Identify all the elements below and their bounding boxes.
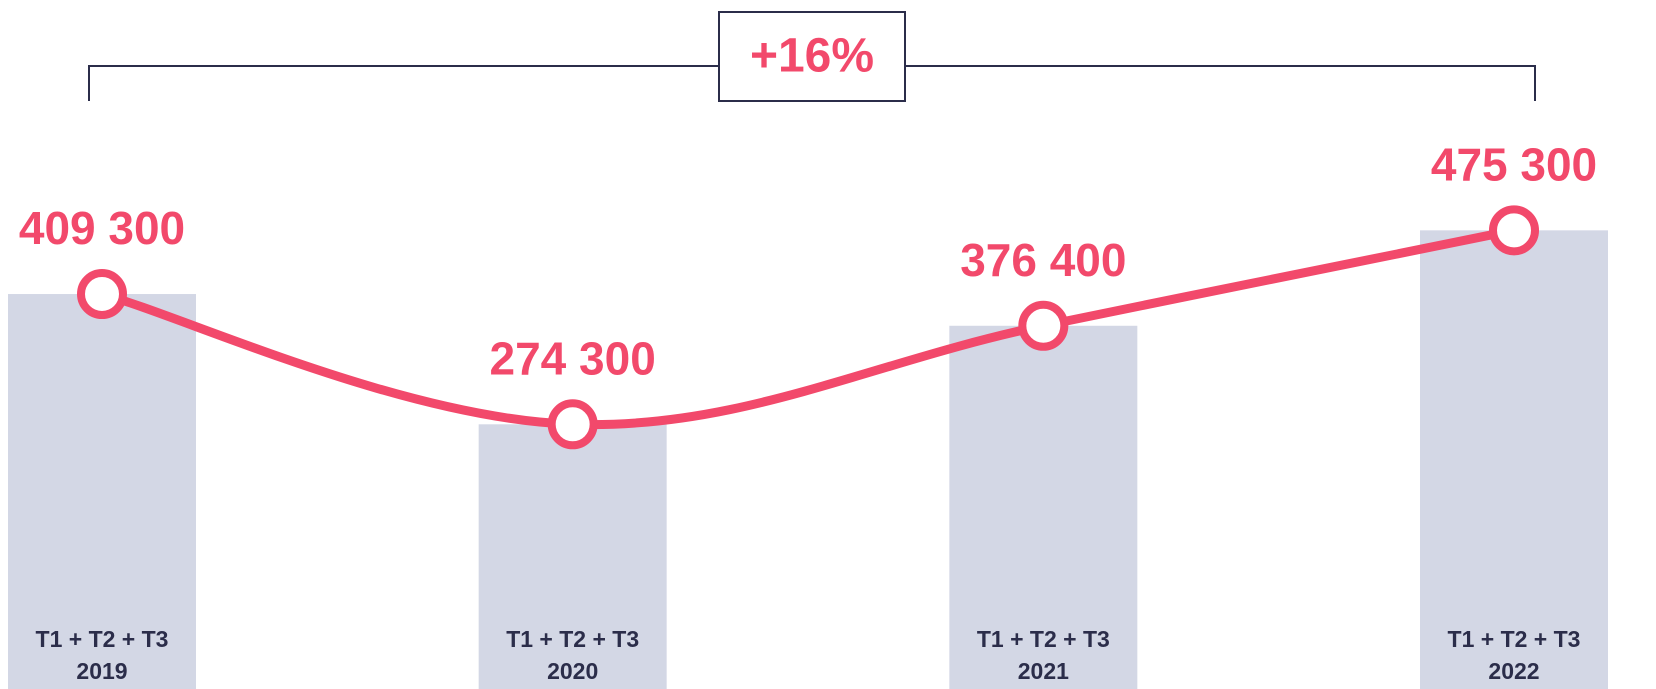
annotation-box xyxy=(718,11,906,102)
x-tick-label: 2020 xyxy=(547,658,598,684)
change-bracket: +16% xyxy=(88,11,1536,102)
x-tick-label: T1 + T2 + T3 xyxy=(506,626,639,652)
bar xyxy=(1420,230,1608,689)
x-tick-label: T1 + T2 + T3 xyxy=(1448,626,1581,652)
point xyxy=(1489,205,1539,256)
x-tick-label: 2022 xyxy=(1488,658,1539,684)
x-tick-label: 2021 xyxy=(1018,658,1069,684)
value-label: 274 300 xyxy=(490,332,656,384)
value-label: 475 300 xyxy=(1431,138,1597,190)
value-label: 409 300 xyxy=(19,202,185,254)
x-tick-label: T1 + T2 + T3 xyxy=(36,626,169,652)
bar xyxy=(8,294,196,689)
bar xyxy=(949,325,1138,689)
value-label: 376 400 xyxy=(960,234,1126,286)
line xyxy=(97,225,1519,430)
point xyxy=(1018,300,1069,351)
point xyxy=(547,399,598,450)
x-tick-label: 2019 xyxy=(76,658,127,684)
x-tick-label: T1 + T2 + T3 xyxy=(977,626,1110,652)
bar xyxy=(478,424,667,689)
annotation: +16% xyxy=(750,30,874,83)
point xyxy=(77,269,127,320)
